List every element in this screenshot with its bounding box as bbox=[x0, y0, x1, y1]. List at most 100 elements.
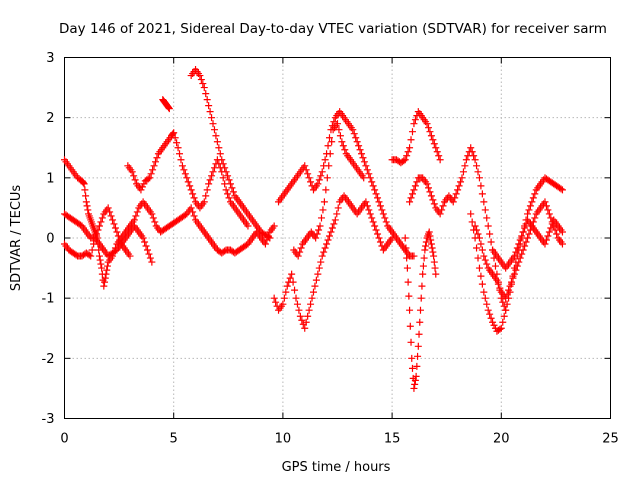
data-point bbox=[102, 270, 110, 278]
data-point bbox=[146, 174, 154, 182]
data-point bbox=[516, 236, 524, 244]
data-point bbox=[411, 380, 419, 388]
data-point bbox=[524, 210, 532, 218]
data-point bbox=[189, 208, 197, 216]
data-point bbox=[152, 158, 159, 166]
data-point bbox=[116, 236, 124, 244]
x-tick-label: 0 bbox=[60, 432, 68, 447]
data-point bbox=[411, 376, 419, 384]
data-point bbox=[512, 266, 520, 274]
data-point bbox=[468, 148, 476, 156]
data-point bbox=[408, 364, 416, 372]
data-point bbox=[481, 206, 489, 214]
data-point bbox=[487, 238, 495, 246]
data-point bbox=[317, 258, 325, 266]
data-point bbox=[436, 210, 444, 218]
data-point bbox=[360, 174, 368, 182]
data-point bbox=[286, 274, 294, 282]
data-point bbox=[430, 252, 438, 260]
data-point bbox=[301, 162, 309, 170]
data-point bbox=[208, 114, 216, 122]
data-point bbox=[478, 190, 486, 198]
data-point bbox=[98, 264, 106, 272]
data-point bbox=[200, 84, 208, 92]
data-point bbox=[407, 338, 415, 346]
data-point bbox=[206, 176, 214, 184]
data-point bbox=[519, 246, 527, 254]
data-point bbox=[502, 306, 510, 314]
data-point bbox=[486, 230, 494, 238]
data-point bbox=[372, 190, 380, 198]
data-point bbox=[416, 306, 424, 314]
data-point bbox=[202, 192, 210, 200]
data-point bbox=[312, 234, 320, 242]
data-point bbox=[473, 226, 481, 234]
data-point bbox=[349, 126, 357, 134]
x-tick-label: 25 bbox=[602, 432, 619, 447]
data-point bbox=[322, 186, 330, 194]
data-point bbox=[93, 230, 101, 238]
data-point bbox=[336, 132, 344, 140]
data-point bbox=[368, 178, 376, 186]
data-point bbox=[499, 318, 507, 326]
data-point bbox=[493, 276, 501, 284]
data-point bbox=[410, 186, 418, 194]
data-point bbox=[369, 182, 377, 190]
data-point bbox=[307, 300, 315, 308]
data-point bbox=[181, 170, 189, 178]
data-point bbox=[478, 246, 486, 254]
data-point bbox=[219, 160, 227, 168]
x-tick-label: 10 bbox=[275, 432, 292, 447]
data-point bbox=[467, 144, 475, 152]
data-point bbox=[305, 174, 313, 182]
data-point bbox=[292, 294, 300, 302]
data-point bbox=[558, 186, 566, 194]
data-point bbox=[190, 194, 198, 202]
data-point bbox=[505, 286, 513, 294]
data-point bbox=[206, 108, 214, 116]
data-point bbox=[296, 248, 304, 256]
data-point bbox=[400, 157, 408, 165]
data-point bbox=[298, 316, 306, 324]
data-point bbox=[327, 228, 335, 236]
data-point bbox=[138, 183, 146, 191]
data-point bbox=[190, 212, 198, 220]
data-point bbox=[411, 116, 419, 124]
data-point bbox=[312, 276, 320, 284]
data-point bbox=[114, 232, 122, 240]
data-point bbox=[316, 222, 324, 230]
data-point bbox=[558, 228, 566, 236]
y-tick-label: 3 bbox=[46, 51, 54, 66]
data-point bbox=[326, 150, 334, 158]
data-point bbox=[317, 214, 325, 222]
data-point bbox=[474, 254, 482, 262]
data-point bbox=[325, 134, 333, 142]
data-point bbox=[558, 240, 566, 248]
data-point bbox=[374, 230, 382, 238]
data-point bbox=[507, 278, 515, 286]
axis-ticks bbox=[64, 57, 611, 419]
data-point bbox=[544, 206, 552, 214]
data-point bbox=[490, 321, 498, 329]
data-point bbox=[481, 256, 489, 264]
data-point bbox=[109, 216, 117, 224]
data-point bbox=[338, 138, 346, 146]
data-point bbox=[426, 128, 434, 136]
data-point bbox=[371, 222, 379, 230]
data-point bbox=[353, 138, 361, 146]
data-point bbox=[475, 264, 483, 272]
y-axis-label: SDTVAR / TECUs bbox=[9, 185, 24, 292]
data-point bbox=[315, 226, 323, 234]
data-point bbox=[427, 236, 435, 244]
data-point bbox=[553, 230, 561, 238]
data-point bbox=[137, 186, 145, 194]
data-point bbox=[88, 246, 96, 254]
data-point bbox=[427, 240, 435, 248]
data-point bbox=[321, 156, 329, 164]
data-point bbox=[480, 252, 488, 260]
data-point bbox=[225, 176, 233, 184]
data-points bbox=[61, 66, 566, 392]
data-point bbox=[352, 134, 360, 142]
data-point bbox=[478, 280, 486, 288]
